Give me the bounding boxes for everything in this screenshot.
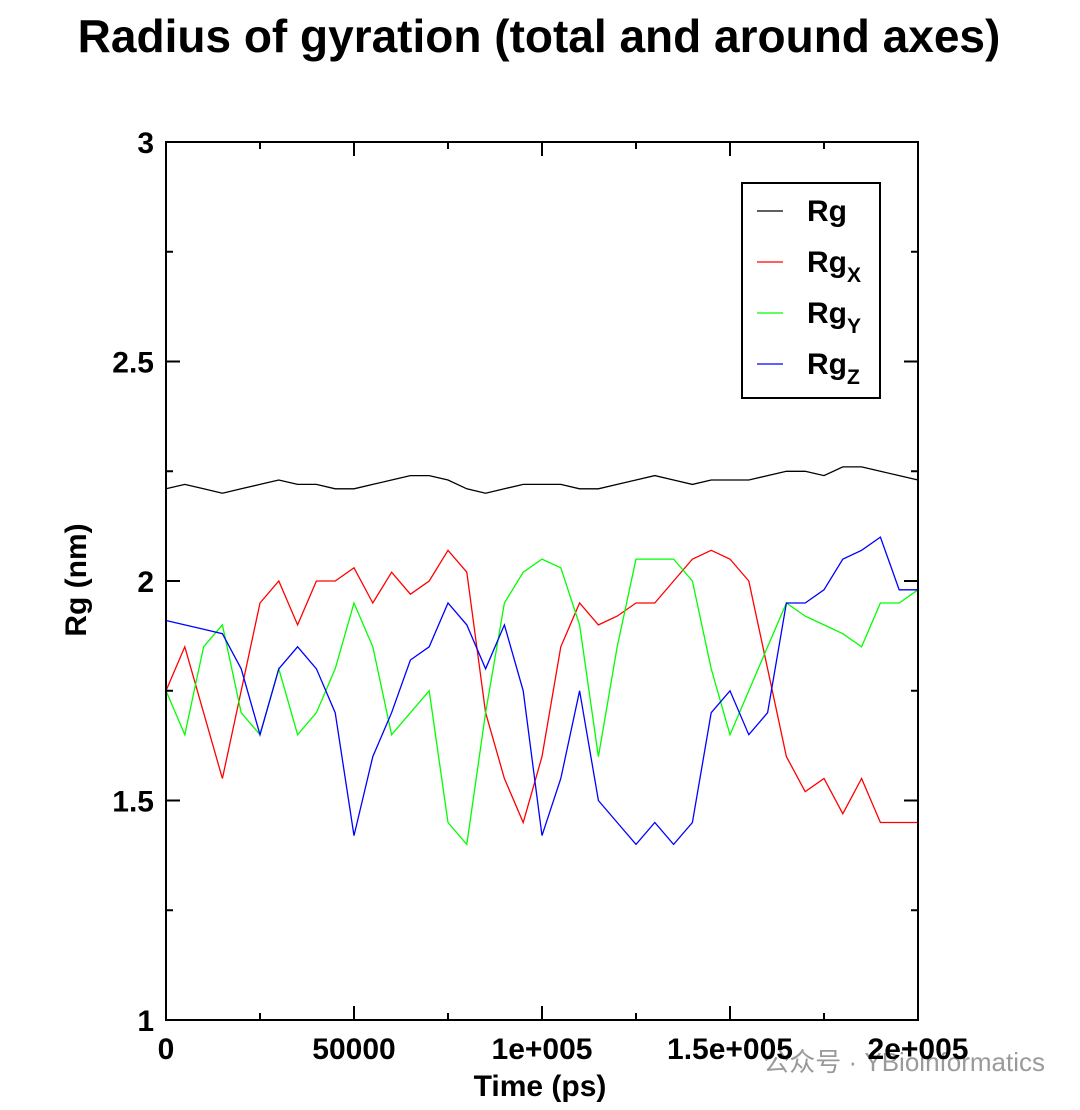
x-tick-label: 0 <box>158 1033 175 1066</box>
y-tick-label: 2.5 <box>112 347 154 380</box>
series-line <box>165 466 919 494</box>
chart-title: Radius of gyration (total and around axe… <box>78 10 1001 62</box>
legend-subscript: Z <box>847 366 860 389</box>
x-tick-label: 50000 <box>312 1033 395 1066</box>
series-line <box>165 558 919 846</box>
legend-name: Rg <box>807 195 847 228</box>
y-tick-label: 3 <box>137 127 154 160</box>
series-line <box>165 536 918 846</box>
y-tick-label: 1.5 <box>112 786 154 819</box>
legend-name: Rg <box>807 246 847 279</box>
y-tick-label: 1 <box>137 1005 154 1038</box>
legend-subscript: X <box>847 264 861 287</box>
legend-label: RgY <box>807 297 861 338</box>
legend-box <box>741 182 881 399</box>
legend-label: RgZ <box>807 348 860 389</box>
y-tick-label: 2 <box>137 566 154 599</box>
x-tick-label: 1.5e+005 <box>667 1033 793 1066</box>
x-tick-label: 1e+005 <box>492 1033 593 1066</box>
legend-name: Rg <box>807 297 847 330</box>
legend-name: Rg <box>807 348 847 381</box>
x-axis-label: Time (ps) <box>474 1070 607 1103</box>
y-axis-label: Rg (nm) <box>60 523 93 636</box>
series-line <box>165 549 918 825</box>
x-tick-label: 2e+005 <box>868 1033 969 1066</box>
legend-label: Rg <box>807 195 847 228</box>
legend-subscript: Y <box>847 315 861 338</box>
watermark: 公众号 · YBioinformatics <box>763 1047 1045 1077</box>
legend-label: RgX <box>807 246 861 287</box>
